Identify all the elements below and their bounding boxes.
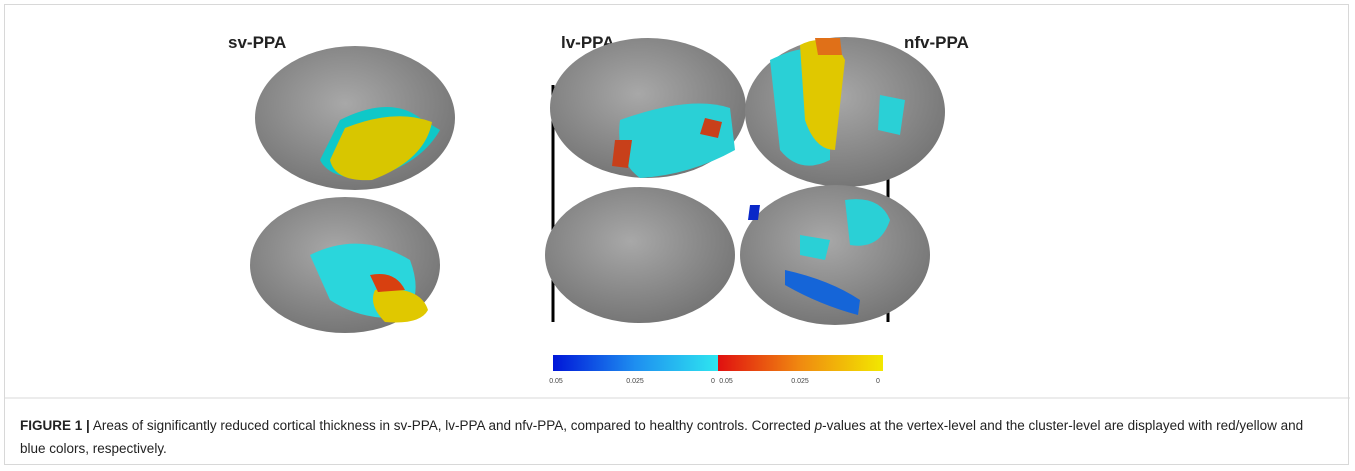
caption-label: FIGURE 1 | [20, 418, 90, 433]
brain-image [545, 187, 735, 323]
brain-image [745, 37, 945, 187]
figure: sv-PPA lv-PPA nfv-PPA [0, 0, 1355, 471]
colorbar-label: 0.05 [719, 378, 733, 385]
colorbar-label: 0.025 [791, 378, 809, 385]
panel-label: sv-PPA [228, 33, 286, 52]
caption: FIGURE 1 | Areas of significantly reduce… [20, 414, 1330, 460]
colorbar-label: 0 [711, 378, 715, 385]
panel-label: nfv-PPA [904, 33, 969, 52]
colorbar-red [718, 355, 883, 371]
colorbar-label: 0.05 [549, 378, 563, 385]
colorbar-label: 0 [876, 378, 880, 385]
colorbar-label: 0.025 [626, 378, 644, 385]
brain-image [550, 38, 746, 178]
brain-image [250, 197, 440, 333]
brain-image [740, 185, 930, 325]
colorbar-blue [553, 355, 718, 371]
brain-image [255, 46, 455, 190]
caption-text: Areas of significantly reduced cortical … [93, 418, 811, 433]
